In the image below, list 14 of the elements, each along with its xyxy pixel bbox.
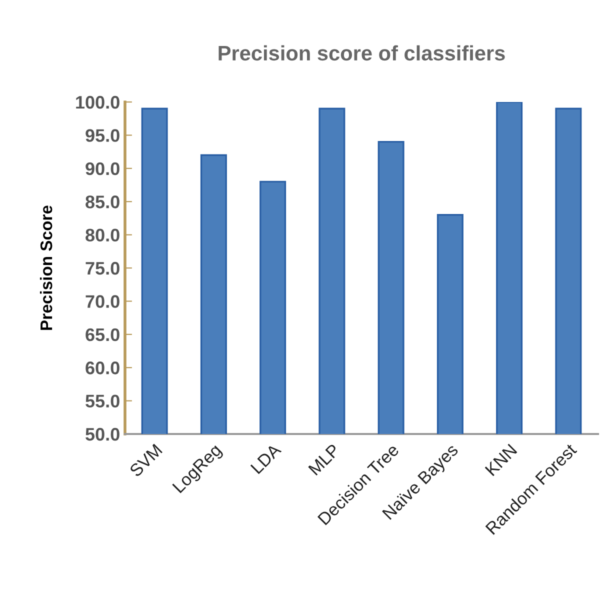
chart-title: Precision score of classifiers bbox=[218, 45, 505, 61]
y-tick-label: 55.0 bbox=[86, 394, 120, 408]
y-tick-label: 85.0 bbox=[86, 196, 120, 208]
x-tick-label: LDA bbox=[250, 442, 282, 474]
y-tick-label: 65.0 bbox=[86, 328, 120, 342]
y-tick-label: 50.0 bbox=[86, 428, 120, 441]
y-axis-title: Precision Score bbox=[40, 206, 52, 330]
y-tick-label: 95.0 bbox=[86, 129, 120, 142]
y-tick-label: 90.0 bbox=[86, 162, 120, 176]
y-tick-label: 100.0 bbox=[76, 96, 120, 109]
y-tick-label: 60.0 bbox=[86, 362, 120, 374]
y-tick-label: 75.0 bbox=[86, 262, 120, 275]
y-tick-label: 70.0 bbox=[86, 295, 120, 308]
y-tick-label: 80.0 bbox=[86, 228, 120, 242]
